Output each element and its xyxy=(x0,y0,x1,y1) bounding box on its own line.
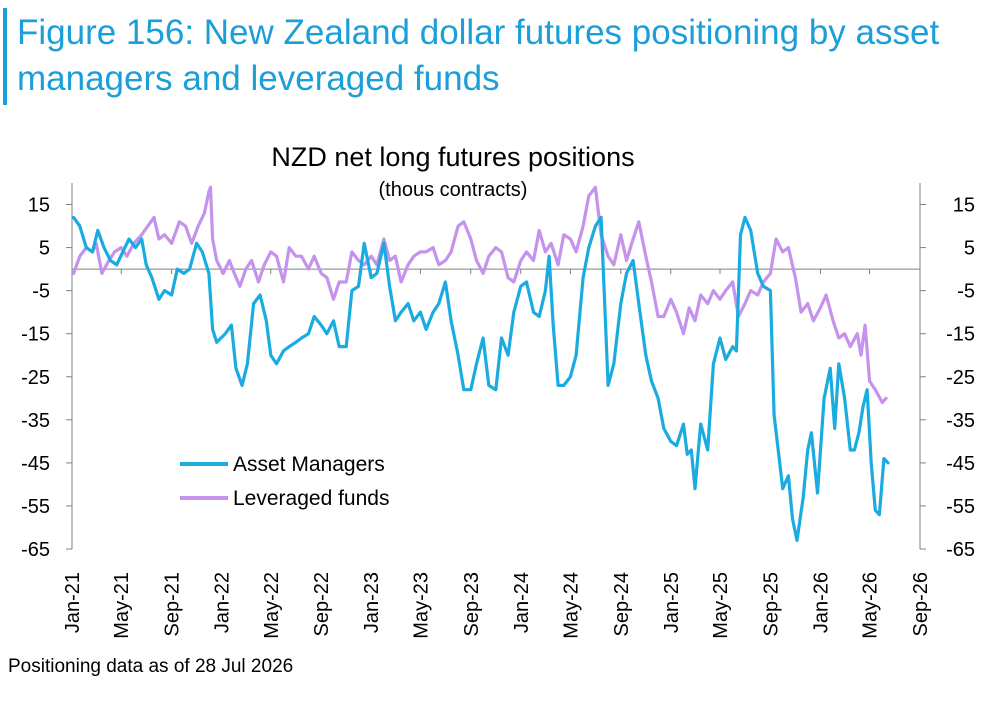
legend: Asset Managers Leveraged funds xyxy=(180,453,389,510)
series-layer xyxy=(72,185,890,542)
y-tick-label-left: -45 xyxy=(21,453,50,475)
x-tick-label: Sep-23 xyxy=(461,572,483,637)
y-tick-label-right: -65 xyxy=(946,539,975,561)
y-tick-label-left: -35 xyxy=(21,410,50,432)
x-tick-label: May-22 xyxy=(261,572,283,639)
y-tick-label-left: 5 xyxy=(39,238,50,260)
legend-label-leveraged-funds: Leveraged funds xyxy=(233,487,389,510)
x-tick-label: Jan-25 xyxy=(661,572,683,633)
series-line-asset-managers xyxy=(72,215,890,542)
x-tick-label: Jan-21 xyxy=(62,572,84,633)
y-tick-label-left: -65 xyxy=(21,539,50,561)
x-tick-label: Sep-22 xyxy=(311,572,333,637)
x-tick-label: Sep-24 xyxy=(611,572,633,637)
x-tick-label: Sep-26 xyxy=(910,572,932,637)
y-tick-label-right: -55 xyxy=(946,496,975,518)
x-tick-label: May-26 xyxy=(860,572,882,639)
y-tick-label-right: -45 xyxy=(946,453,975,475)
x-tick-label: May-24 xyxy=(560,572,582,639)
legend-label-asset-managers: Asset Managers xyxy=(233,453,385,476)
x-tick-label: Sep-21 xyxy=(162,572,184,637)
y-tick-label-right: -35 xyxy=(946,410,975,432)
x-tick-label: Jan-22 xyxy=(212,572,234,633)
axes: 15 15 5 5 -5 -5 -15 -15 -25 -25 -35 -35 -45 -45 -55 -55… xyxy=(21,183,975,639)
y-tick-label-left: 15 xyxy=(28,195,50,217)
x-tick-label: Jan-26 xyxy=(810,572,832,633)
chart-subtitle: (thous contracts) xyxy=(379,179,528,201)
x-tick-label: May-25 xyxy=(710,572,732,639)
series-line-leveraged-funds xyxy=(72,185,888,405)
source-note: Positioning data as of 28 Jul 2026 xyxy=(8,656,294,677)
y-tick-label-right: -25 xyxy=(946,367,975,389)
x-tick-label: May-21 xyxy=(111,572,133,639)
y-tick-label-left: -15 xyxy=(21,324,50,346)
x-tick-label: Jan-24 xyxy=(511,572,533,633)
y-tick-label-right: -5 xyxy=(957,281,975,303)
x-tick-label: May-23 xyxy=(410,572,432,639)
figure-title: Figure 156: New Zealand dollar futures p… xyxy=(17,13,940,98)
chart-title: NZD net long futures positions xyxy=(271,142,634,172)
y-tick-label-right: 5 xyxy=(964,238,975,260)
figure-title-accent-bar xyxy=(3,8,7,105)
y-tick-label-left: -5 xyxy=(32,281,50,303)
y-tick-label-left: -25 xyxy=(21,367,50,389)
x-tick-label: Sep-25 xyxy=(760,572,782,637)
x-tick-label: Jan-23 xyxy=(361,572,383,633)
y-tick-label-left: -55 xyxy=(21,496,50,518)
y-tick-label-right: 15 xyxy=(953,195,975,217)
y-tick-label-right: -15 xyxy=(946,324,975,346)
